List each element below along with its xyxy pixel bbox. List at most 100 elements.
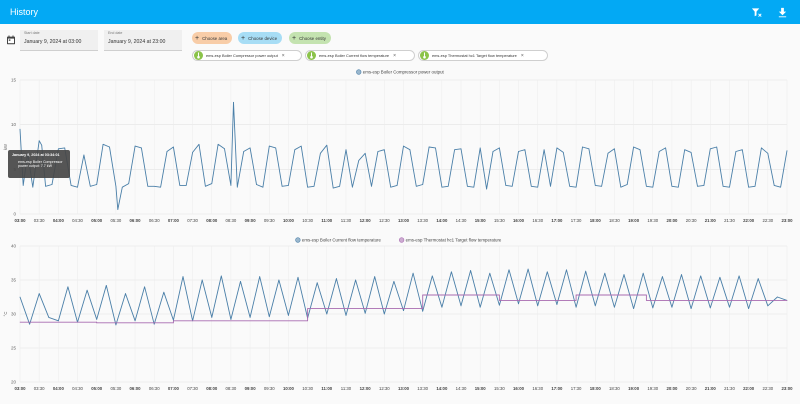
- x-tick-label: 20:00: [666, 218, 678, 223]
- close-icon[interactable]: ×: [281, 52, 285, 59]
- y-tick-label: 25: [11, 346, 17, 351]
- legend-label: ems-esp Boiler Compressor power output: [363, 70, 445, 75]
- data-point: [256, 184, 257, 185]
- data-point: [224, 148, 225, 150]
- data-point: [86, 289, 88, 291]
- legend-label: ems-esp Thermostat hc1 Target flow tempe…: [406, 238, 502, 243]
- entity-tag: ems-esp Boiler Compressor power output ×: [192, 50, 302, 61]
- data-point: [243, 151, 245, 152]
- x-tick-label: 03:00: [15, 218, 27, 223]
- data-point: [83, 154, 85, 156]
- start-date-field[interactable]: Start date January 9, 2024 at 03:00: [20, 30, 98, 51]
- choose-entity-button[interactable]: + Choose entity: [289, 32, 331, 44]
- x-tick-label: 18:00: [590, 386, 602, 391]
- data-point: [729, 306, 730, 308]
- data-point: [70, 185, 72, 186]
- data-point: [690, 152, 692, 153]
- data-point: [198, 143, 200, 145]
- data-point: [415, 185, 417, 187]
- data-point: [777, 296, 778, 298]
- x-tick-label: 14:30: [456, 386, 467, 391]
- data-point: [374, 276, 376, 277]
- data-point: [102, 143, 104, 145]
- x-tick-label: 06:30: [149, 386, 160, 391]
- close-icon[interactable]: ×: [520, 52, 524, 59]
- data-point: [307, 308, 308, 309]
- data-point: [259, 276, 261, 277]
- y-tick-label: 35: [11, 278, 17, 283]
- x-tick-label: 08:00: [206, 386, 218, 391]
- data-point: [601, 185, 602, 187]
- data-point: [268, 145, 270, 147]
- data-point: [345, 315, 347, 316]
- plus-icon: +: [195, 34, 200, 42]
- x-tick-label: 20:30: [686, 218, 697, 223]
- data-point: [499, 147, 500, 149]
- data-point: [780, 186, 781, 188]
- legend-marker: [356, 69, 362, 75]
- x-tick-label: 05:00: [91, 386, 103, 391]
- data-point: [767, 152, 769, 154]
- x-tick-label: 12:00: [360, 386, 372, 391]
- thermometer-icon: [420, 51, 429, 60]
- data-point: [741, 149, 743, 151]
- x-tick-label: 04:30: [72, 386, 83, 391]
- choose-device-label: Choose device: [248, 35, 278, 41]
- data-point: [499, 294, 500, 296]
- data-point: [658, 151, 660, 152]
- data-point: [173, 322, 174, 324]
- data-point: [537, 305, 539, 307]
- x-tick-label: 17:30: [571, 218, 582, 223]
- filter-remove-icon[interactable]: [748, 4, 764, 20]
- close-icon[interactable]: ×: [393, 52, 396, 59]
- data-point: [633, 146, 634, 148]
- data-point: [646, 300, 647, 301]
- choose-area-button[interactable]: + Choose area: [192, 32, 233, 44]
- x-tick-label: 10:30: [302, 386, 313, 391]
- data-point: [288, 315, 289, 316]
- data-point: [364, 312, 366, 314]
- choose-device-button[interactable]: + Choose device: [238, 32, 283, 44]
- data-point: [278, 279, 280, 281]
- x-tick-label: 20:00: [666, 386, 678, 391]
- data-point: [642, 272, 644, 274]
- data-point: [562, 152, 564, 153]
- data-point: [786, 150, 788, 151]
- x-tick-label: 15:00: [475, 386, 487, 391]
- plus-icon: +: [241, 34, 246, 42]
- calendar-icon[interactable]: [6, 35, 16, 45]
- data-point: [703, 185, 705, 186]
- data-point: [230, 185, 232, 186]
- x-tick-label: 18:30: [609, 218, 620, 223]
- download-icon[interactable]: [774, 4, 790, 20]
- temperature-chart[interactable]: 20 25 30 35 40 03:00 03:30 04:00 04:30 05:00 05:30…: [0, 232, 800, 400]
- x-tick-label: 11:30: [341, 386, 352, 391]
- x-tick-label: 19:00: [628, 218, 640, 223]
- y-tick-label: 15: [11, 78, 17, 83]
- data-point: [524, 149, 526, 151]
- data-point: [652, 307, 654, 309]
- x-tick-label: 22:30: [762, 218, 773, 223]
- x-tick-label: 22:30: [762, 386, 773, 391]
- power-output-chart[interactable]: 05101503:0003:3004:0004:3005:0005:3006:0…: [0, 64, 800, 230]
- x-tick-label: 21:00: [705, 386, 717, 391]
- data-point: [220, 275, 222, 277]
- x-tick-label: 15:00: [475, 218, 487, 223]
- data-point: [677, 186, 679, 188]
- data-point: [326, 144, 328, 146]
- data-point: [19, 296, 21, 298]
- data-point: [543, 149, 545, 151]
- x-tick-label: 11:00: [321, 386, 332, 391]
- x-tick-label: 05:00: [91, 218, 103, 223]
- y-axis-label: °C: [3, 312, 8, 317]
- end-date-field[interactable]: End date January 9, 2024 at 23:00: [104, 30, 182, 51]
- data-point: [38, 293, 40, 294]
- entity-tag-label: ems-esp Boiler Current flow temperature: [319, 53, 390, 58]
- x-tick-label: 13:00: [398, 218, 410, 223]
- x-tick-label: 10:00: [283, 386, 295, 391]
- x-tick-label: 05:30: [110, 386, 121, 391]
- data-point: [233, 101, 234, 103]
- data-point: [575, 186, 577, 188]
- data-point: [262, 186, 264, 188]
- data-point: [192, 152, 193, 153]
